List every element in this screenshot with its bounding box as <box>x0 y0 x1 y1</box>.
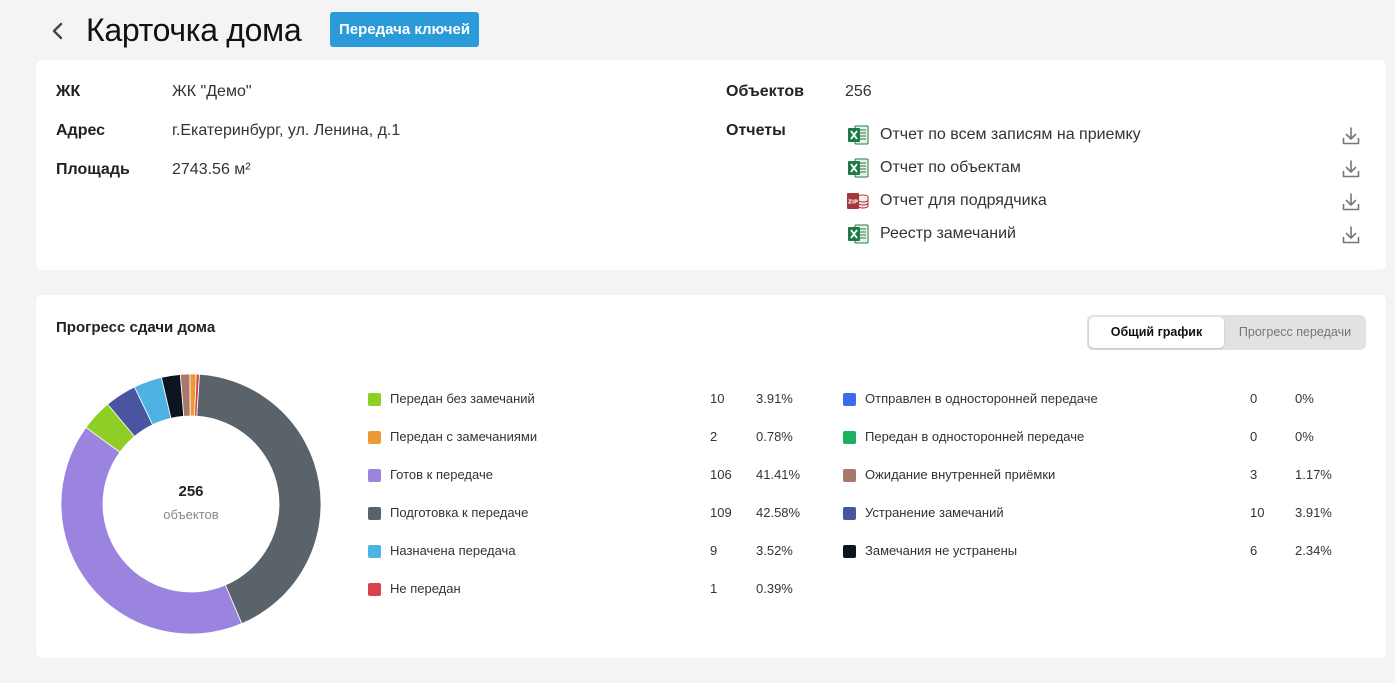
legend-item: Подготовка к передаче 109 42.58% <box>368 504 818 522</box>
report-label[interactable]: Отчет по всем записям на приемку <box>880 126 1141 143</box>
donut-slice[interactable] <box>194 373 200 417</box>
legend-percent: 3.91% <box>756 391 793 406</box>
legend-count: 109 <box>710 505 732 520</box>
legend-percent: 3.91% <box>1295 505 1332 520</box>
toggle-general-chart[interactable]: Общий график <box>1089 317 1224 348</box>
legend-swatch <box>368 545 381 558</box>
legend-item: Замечания не устранены 6 2.34% <box>843 542 1353 560</box>
legend-percent: 42.58% <box>756 505 801 520</box>
legend-label: Передан без замечаний <box>390 391 535 406</box>
legend-item: Не передан 1 0.39% <box>368 580 818 598</box>
legend-percent: 2.34% <box>1295 543 1332 558</box>
report-label[interactable]: Отчет для подрядчика <box>880 192 1047 209</box>
area-value: 2743.56 м² <box>172 161 251 178</box>
status-badge: Передача ключей <box>330 12 480 47</box>
donut-slice[interactable] <box>196 373 322 625</box>
legend-swatch <box>843 393 856 406</box>
legend-percent: 0.78% <box>756 429 793 444</box>
svg-text:ZIP: ZIP <box>848 200 858 206</box>
donut-center: 256 объектов <box>60 373 322 635</box>
legend-count: 10 <box>710 391 725 406</box>
complex-value: ЖК "Демо" <box>172 83 252 100</box>
download-icon[interactable] <box>1340 191 1362 213</box>
legend-swatch <box>843 507 856 520</box>
legend-count: 106 <box>710 467 732 482</box>
legend-swatch <box>843 469 856 482</box>
legend-label: Ожидание внутренней приёмки <box>865 467 1056 482</box>
legend-label: Передан с замечаниями <box>390 429 538 444</box>
legend-item: Готов к передаче 106 41.41% <box>368 466 818 484</box>
chart-mode-toggle: Общий график Прогресс передачи <box>1087 315 1366 350</box>
donut-total: 256 <box>178 483 204 500</box>
donut-total-unit: объектов <box>163 507 219 522</box>
page-header: Карточка дома Передача ключей <box>0 0 1395 60</box>
legend-count: 0 <box>1250 391 1258 406</box>
legend-count: 9 <box>710 543 718 558</box>
zip-archive-icon: ZIP <box>847 193 869 209</box>
legend-count: 6 <box>1250 543 1258 558</box>
legend-swatch <box>368 507 381 520</box>
legend-item: Устранение замечаний 10 3.91% <box>843 504 1353 522</box>
progress-title: Прогресс сдачи дома <box>56 319 216 336</box>
area-label: Площадь <box>56 161 130 178</box>
legend-percent: 0.39% <box>756 581 793 596</box>
legend-percent: 0% <box>1295 391 1314 406</box>
download-icon[interactable] <box>1340 125 1362 147</box>
chevron-left-icon[interactable] <box>44 17 72 45</box>
download-icon[interactable] <box>1340 224 1362 246</box>
report-item[interactable]: Отчет по всем записям на приемку <box>846 123 1366 149</box>
excel-file-icon <box>848 224 869 244</box>
donut-chart <box>60 373 322 635</box>
objects-value: 256 <box>845 83 872 100</box>
legend-item: Передан с замечаниями 2 0.78% <box>368 428 818 446</box>
legend-count: 0 <box>1250 429 1258 444</box>
excel-file-icon <box>848 158 869 178</box>
page-title: Карточка дома <box>86 12 302 48</box>
legend-count: 2 <box>710 429 718 444</box>
legend-count: 3 <box>1250 467 1258 482</box>
excel-file-icon <box>848 125 869 145</box>
legend-swatch <box>843 431 856 444</box>
legend-label: Замечания не устранены <box>865 543 1018 558</box>
legend-swatch <box>843 545 856 558</box>
legend-count: 1 <box>710 581 718 596</box>
legend-item: Отправлен в односторонней передаче 0 0% <box>843 390 1353 408</box>
report-label[interactable]: Реестр замечаний <box>880 225 1016 242</box>
legend-swatch <box>368 469 381 482</box>
report-item[interactable]: Отчет по объектам <box>846 156 1366 182</box>
legend-item: Передан без замечаний 10 3.91% <box>368 390 818 408</box>
legend-label: Передан в односторонней передаче <box>865 429 1085 444</box>
report-item[interactable]: ZIP Отчет для подрядчика <box>846 189 1366 215</box>
report-item[interactable]: Реестр замечаний <box>846 222 1366 248</box>
legend-item: Передан в односторонней передаче 0 0% <box>843 428 1353 446</box>
donut-slice[interactable] <box>60 426 243 635</box>
legend-item: Ожидание внутренней приёмки 3 1.17% <box>843 466 1353 484</box>
legend-swatch <box>368 583 381 596</box>
legend-label: Готов к передаче <box>390 467 493 482</box>
address-label: Адрес <box>56 122 106 139</box>
progress-card: Прогресс сдачи дома Общий график Прогрес… <box>36 295 1386 658</box>
objects-label: Объектов <box>726 83 804 100</box>
legend-label: Назначена передача <box>390 543 516 558</box>
legend-swatch <box>368 431 381 444</box>
toggle-transfer-progress[interactable]: Прогресс передачи <box>1238 325 1352 339</box>
legend-percent: 3.52% <box>756 543 793 558</box>
legend-label: Отправлен в односторонней передаче <box>865 391 1098 406</box>
report-label[interactable]: Отчет по объектам <box>880 159 1021 176</box>
legend-percent: 41.41% <box>756 467 801 482</box>
legend-label: Не передан <box>390 581 461 596</box>
legend-count: 10 <box>1250 505 1265 520</box>
reports-label: Отчеты <box>726 122 786 139</box>
legend-label: Подготовка к передаче <box>390 505 529 520</box>
legend-label: Устранение замечаний <box>865 505 1004 520</box>
address-value: г.Екатеринбург, ул. Ленина, д.1 <box>172 122 401 139</box>
legend-swatch <box>368 393 381 406</box>
legend-percent: 0% <box>1295 429 1314 444</box>
complex-label: ЖК <box>56 83 81 100</box>
house-info-card: ЖК ЖК "Демо" Адрес г.Екатеринбург, ул. Л… <box>36 60 1386 270</box>
legend-item: Назначена передача 9 3.52% <box>368 542 818 560</box>
download-icon[interactable] <box>1340 158 1362 180</box>
legend-percent: 1.17% <box>1295 467 1332 482</box>
